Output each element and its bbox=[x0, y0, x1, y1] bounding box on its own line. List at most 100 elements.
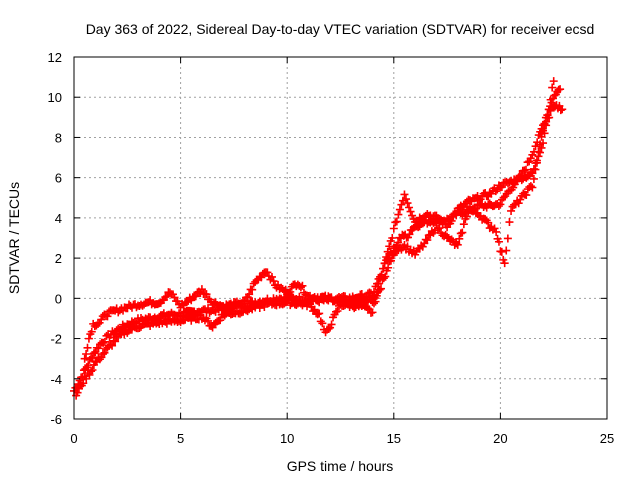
data-point bbox=[490, 224, 499, 233]
data-point bbox=[523, 172, 532, 181]
y-tick-label: -2 bbox=[50, 332, 62, 347]
data-point bbox=[79, 379, 88, 388]
data-point bbox=[535, 148, 544, 157]
x-tick-label: 0 bbox=[70, 431, 77, 446]
y-tick-label: -6 bbox=[50, 412, 62, 427]
data-point bbox=[363, 304, 372, 313]
data-point bbox=[257, 273, 266, 282]
x-tick-label: 25 bbox=[600, 431, 614, 446]
data-point bbox=[433, 224, 442, 233]
data-point bbox=[182, 298, 191, 307]
data-point bbox=[89, 349, 98, 358]
data-point bbox=[316, 317, 325, 326]
data-point bbox=[371, 297, 380, 306]
data-point bbox=[546, 95, 555, 104]
series-track-lower bbox=[72, 101, 567, 400]
data-point bbox=[100, 337, 109, 346]
data-point bbox=[516, 195, 525, 204]
data-point bbox=[531, 142, 540, 151]
data-point bbox=[435, 224, 444, 233]
data-point bbox=[93, 319, 102, 328]
data-point bbox=[392, 217, 401, 226]
data-point bbox=[403, 199, 412, 208]
data-point bbox=[202, 290, 211, 299]
data-point bbox=[532, 158, 541, 167]
data-point bbox=[267, 272, 276, 281]
data-point bbox=[507, 206, 516, 215]
data-point bbox=[492, 227, 501, 236]
data-point bbox=[432, 219, 441, 228]
data-points bbox=[70, 77, 567, 400]
data-point bbox=[204, 316, 213, 325]
data-point bbox=[187, 316, 196, 325]
data-point bbox=[556, 85, 565, 94]
data-point bbox=[111, 337, 120, 346]
axis-ticks: 0 5 10 15 20 25 -6 -4 -2 0 2 4 6 8 10 12 bbox=[48, 50, 615, 446]
y-axis-label: SDTVAR / TECUs bbox=[6, 182, 22, 294]
data-point bbox=[379, 264, 388, 273]
chart-grid bbox=[74, 57, 607, 419]
data-point bbox=[496, 200, 505, 209]
series-track-upper bbox=[80, 77, 558, 363]
data-point bbox=[534, 147, 543, 156]
data-point bbox=[84, 334, 93, 343]
data-point bbox=[377, 284, 386, 293]
data-point bbox=[87, 327, 96, 336]
data-point bbox=[556, 106, 565, 115]
data-point bbox=[161, 293, 170, 302]
data-point bbox=[401, 195, 410, 204]
data-point bbox=[500, 259, 509, 268]
data-point bbox=[514, 199, 523, 208]
data-point bbox=[491, 187, 500, 196]
data-point bbox=[522, 191, 531, 200]
data-point bbox=[521, 165, 530, 174]
data-point bbox=[342, 299, 351, 308]
data-point bbox=[94, 344, 103, 353]
data-point bbox=[98, 350, 107, 359]
data-point bbox=[531, 165, 540, 174]
data-point bbox=[368, 291, 377, 300]
data-point bbox=[502, 246, 511, 255]
data-point bbox=[550, 91, 559, 100]
data-point bbox=[545, 113, 554, 122]
y-tick-label: 4 bbox=[55, 211, 62, 226]
data-point bbox=[475, 196, 484, 205]
data-point bbox=[526, 182, 535, 191]
data-point bbox=[447, 235, 456, 244]
data-point bbox=[85, 370, 94, 379]
data-point bbox=[452, 209, 461, 218]
x-tick-label: 20 bbox=[493, 431, 507, 446]
plot-frame bbox=[73, 56, 608, 420]
data-point bbox=[517, 176, 526, 185]
x-tick-label: 10 bbox=[280, 431, 294, 446]
data-point bbox=[529, 174, 538, 183]
data-point bbox=[248, 285, 257, 294]
data-point bbox=[103, 312, 112, 321]
data-point bbox=[88, 365, 97, 374]
data-point bbox=[99, 338, 108, 347]
data-point bbox=[462, 212, 471, 221]
data-point bbox=[318, 319, 327, 328]
data-point bbox=[539, 126, 548, 135]
data-point bbox=[108, 341, 117, 350]
data-point bbox=[191, 292, 200, 301]
data-point bbox=[408, 211, 417, 220]
data-point bbox=[432, 211, 441, 220]
data-point bbox=[389, 224, 398, 233]
y-tick-label: 6 bbox=[55, 171, 62, 186]
data-point bbox=[443, 232, 452, 241]
data-point bbox=[395, 205, 404, 214]
data-point bbox=[82, 350, 91, 359]
y-tick-label: -4 bbox=[50, 372, 62, 387]
data-point bbox=[397, 200, 406, 209]
data-point bbox=[535, 140, 544, 149]
chart-title: Day 363 of 2022, Sidereal Day-to-day VTE… bbox=[86, 21, 595, 37]
data-point bbox=[83, 343, 92, 352]
data-point bbox=[548, 83, 557, 92]
y-tick-label: 12 bbox=[48, 50, 62, 65]
y-tick-label: 0 bbox=[55, 291, 62, 306]
data-point bbox=[528, 183, 537, 192]
data-point bbox=[100, 348, 109, 357]
data-point bbox=[494, 237, 503, 246]
